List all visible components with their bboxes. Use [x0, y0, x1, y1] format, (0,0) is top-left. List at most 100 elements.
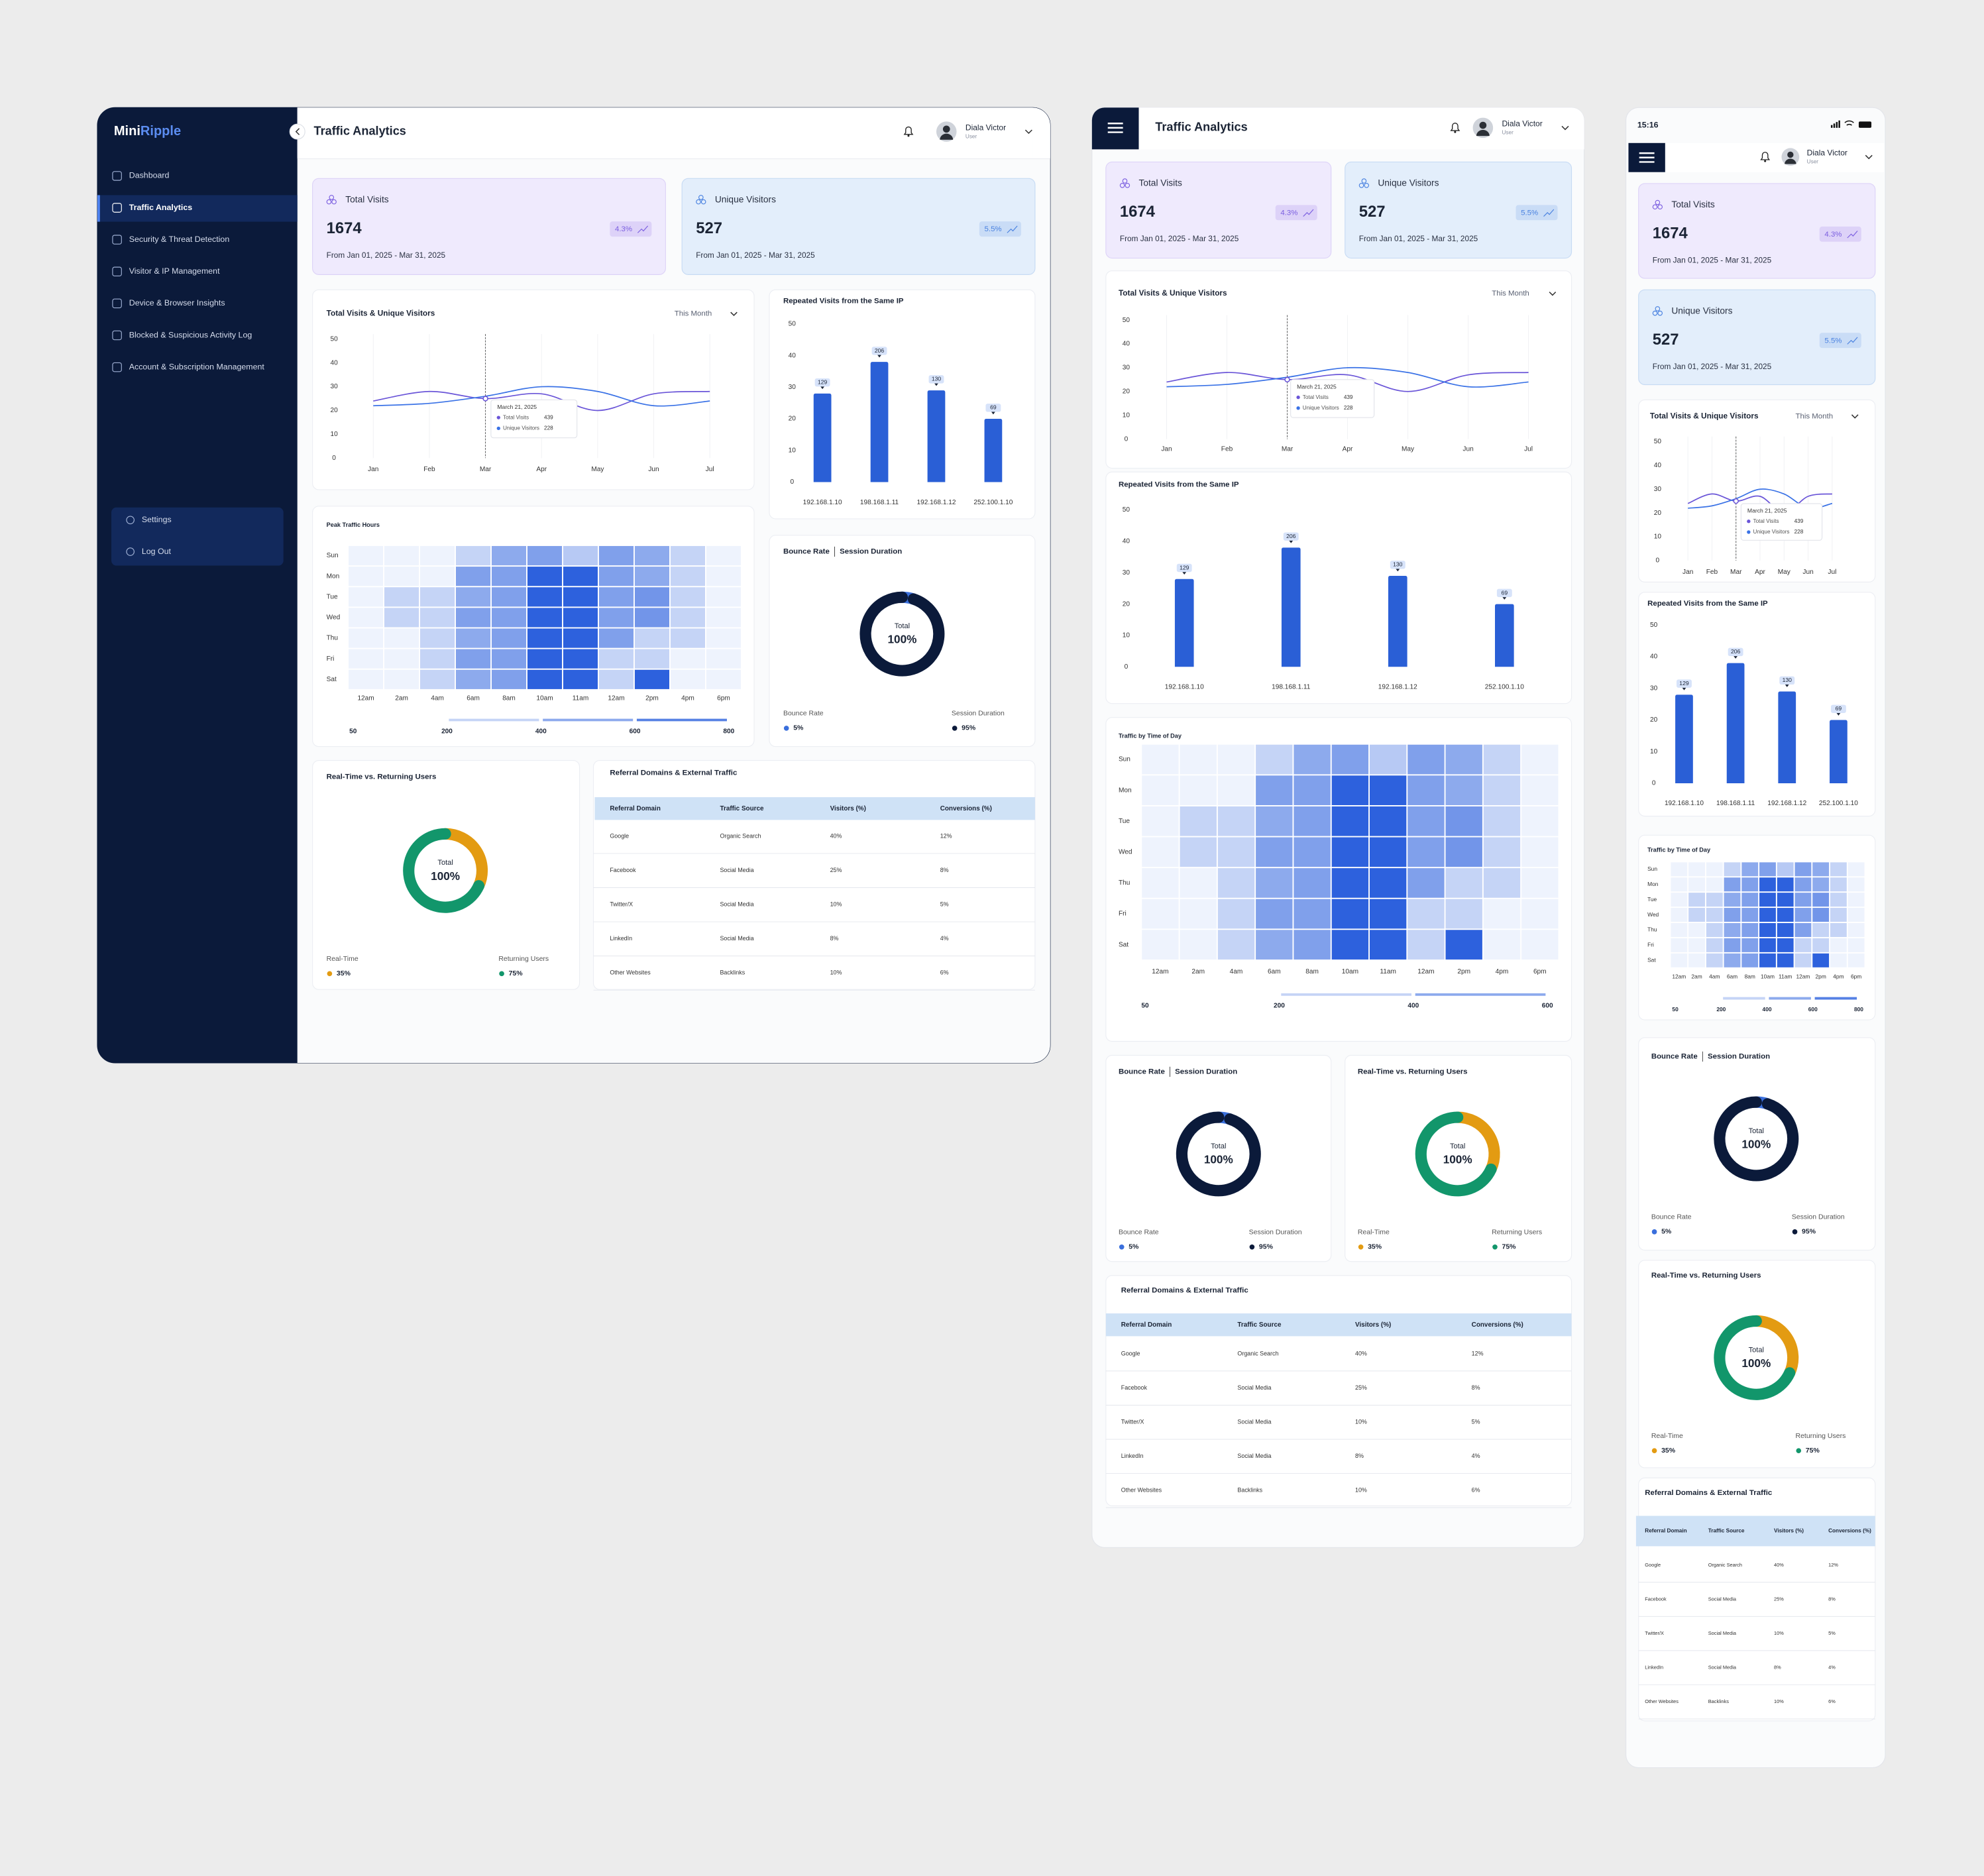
- heat-cell: [706, 649, 741, 669]
- heat-cell: [420, 567, 455, 586]
- bell-icon[interactable]: [903, 126, 914, 135]
- stat-value: 1674: [1653, 225, 1688, 243]
- table-cell: Backlinks: [720, 969, 745, 976]
- heat-cell: [563, 649, 598, 669]
- bar-label-bg: [1830, 704, 1846, 714]
- nav-item[interactable]: Settings: [142, 515, 172, 524]
- signal-icon: [1836, 122, 1838, 128]
- bar-label-bg: [1728, 647, 1743, 657]
- stat-label: Unique Visitors: [715, 194, 776, 204]
- table-cell: 5%: [1472, 1419, 1480, 1425]
- bell-icon[interactable]: [1760, 152, 1771, 160]
- table-cell: 8%: [830, 935, 839, 942]
- heat-cell: [1407, 930, 1445, 960]
- nav-item[interactable]: Dashboard: [129, 171, 170, 180]
- nav-item[interactable]: Traffic Analytics: [129, 203, 192, 212]
- column-header: Conversions (%): [1472, 1321, 1523, 1329]
- series-line: [1687, 493, 1832, 514]
- heat-cell: [1180, 930, 1217, 960]
- heat-cell: [706, 628, 741, 648]
- x-tick-label: Apr: [1755, 569, 1765, 576]
- bell-icon[interactable]: [1450, 123, 1460, 131]
- table-header: [1105, 1313, 1572, 1337]
- nav-item[interactable]: Security & Threat Detection: [129, 235, 230, 244]
- heat-cell: [1256, 930, 1293, 960]
- column-label: 10am: [1342, 968, 1358, 975]
- x-tick-label: Apr: [536, 466, 547, 473]
- tooltip-dot: [1747, 520, 1751, 524]
- column-label: 12am: [1796, 973, 1810, 979]
- stat-icon: [1125, 182, 1130, 188]
- bar-label-pointer: [1682, 687, 1686, 690]
- heat-cell: [563, 567, 598, 586]
- nav-item[interactable]: Blocked & Suspicious Activity Log: [129, 330, 252, 339]
- table-cell: 8%: [940, 867, 949, 873]
- period-filter[interactable]: This Month: [1795, 412, 1833, 420]
- legend-label: Real-Time: [1358, 1229, 1390, 1237]
- y-tick-label: 10: [1123, 632, 1130, 639]
- stat-change: 5.5%: [985, 225, 1002, 233]
- nav-icon: [126, 516, 135, 525]
- heat-cell: [1706, 862, 1723, 877]
- heat-cell: [1794, 938, 1812, 952]
- heat-cell: [1521, 744, 1559, 775]
- period-filter[interactable]: This Month: [1492, 290, 1529, 298]
- nav-item[interactable]: Visitor & IP Management: [129, 266, 220, 276]
- heat-cell: [598, 545, 634, 566]
- legend-dot: [1796, 1448, 1802, 1454]
- y-tick-label: 40: [789, 352, 797, 359]
- card-title: Bounce Rate: [1119, 1068, 1165, 1076]
- stat-icon: [329, 195, 335, 200]
- stat-change: 5.5%: [1521, 209, 1538, 217]
- row-label: Mon: [1647, 881, 1659, 887]
- chevron-icon[interactable]: [1851, 414, 1859, 419]
- column-label: 8am: [502, 695, 516, 702]
- chevron-icon[interactable]: [1865, 154, 1873, 160]
- card-title: Session Duration: [1708, 1052, 1770, 1060]
- card-title: Referral Domains & External Traffic: [1645, 1489, 1773, 1497]
- tooltip-series: Total Visits: [503, 414, 529, 420]
- x-tick-label: Mar: [1282, 446, 1294, 453]
- nav-item[interactable]: Account & Subscription Management: [129, 362, 265, 371]
- page-title: Traffic Analytics: [314, 124, 406, 137]
- donut-center-label: Total: [1749, 1346, 1764, 1354]
- row-label: Fri: [327, 655, 335, 663]
- nav-item[interactable]: Log Out: [142, 547, 172, 556]
- heat-cell: [349, 628, 384, 648]
- legend-value: 95%: [1259, 1243, 1274, 1251]
- x-tick-label: Jun: [648, 466, 659, 473]
- legend-label: Session Duration: [1792, 1213, 1845, 1221]
- y-tick-label: 30: [1650, 685, 1658, 692]
- chevron-icon[interactable]: [1549, 292, 1557, 296]
- heat-cell: [1688, 938, 1705, 952]
- heat-cell: [1521, 868, 1559, 898]
- table-header: [594, 797, 1035, 820]
- stat-change: 5.5%: [1824, 337, 1842, 345]
- heat-cell: [1794, 893, 1812, 907]
- y-tick-label: 20: [1654, 510, 1662, 517]
- column-label: 4pm: [1496, 968, 1509, 975]
- column-label: 12am: [357, 695, 374, 702]
- desktop-header-corner: [1032, 107, 1050, 158]
- nav-item[interactable]: Device & Browser Insights: [129, 298, 225, 307]
- heat-cell: [491, 628, 527, 648]
- card-title: Repeated Visits from the Same IP: [783, 298, 904, 305]
- nav-icon: [126, 547, 135, 556]
- chevron-icon[interactable]: [1561, 125, 1569, 131]
- table-cell: 10%: [1355, 1487, 1367, 1494]
- chevron-icon[interactable]: [1024, 129, 1032, 135]
- column-label: 11am: [573, 695, 589, 702]
- heat-cell: [1830, 908, 1847, 922]
- period-filter[interactable]: This Month: [675, 310, 712, 318]
- collapse-button[interactable]: [289, 123, 305, 140]
- bar: [1495, 604, 1514, 667]
- chevron-icon[interactable]: [730, 311, 738, 317]
- x-tick-label: 198.168.1.11: [860, 499, 899, 506]
- logo: Ripple: [140, 124, 181, 138]
- x-tick-label: Jan: [1682, 569, 1693, 576]
- change-badge: [1819, 333, 1861, 349]
- card: [312, 289, 755, 490]
- heat-cell: [563, 669, 598, 689]
- heat-cell: [384, 567, 419, 586]
- bar-label: 69: [990, 404, 997, 411]
